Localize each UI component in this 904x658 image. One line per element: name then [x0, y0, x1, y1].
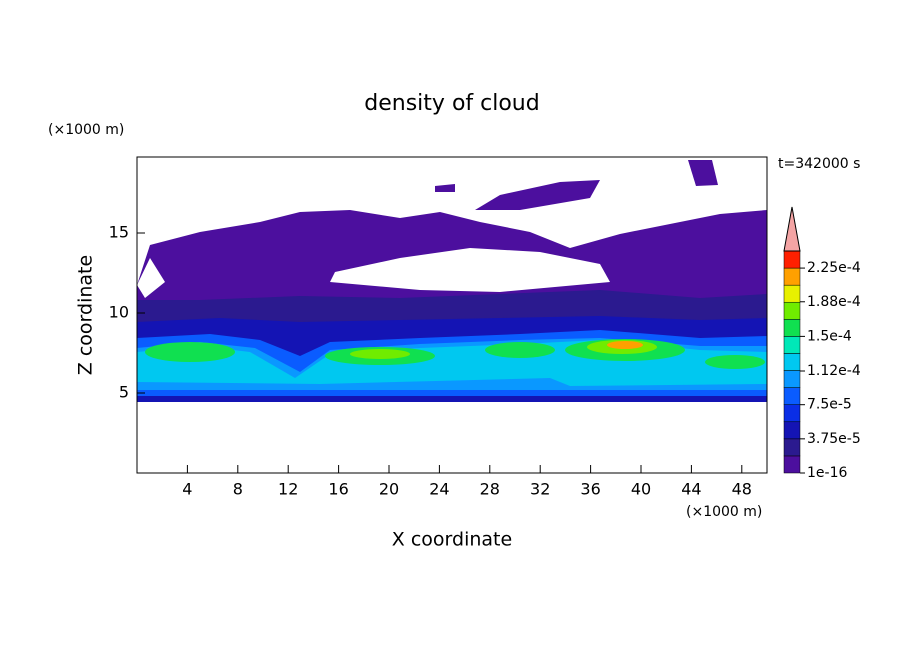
y-tick-label: 5	[119, 383, 129, 402]
x-tick-label: 16	[328, 480, 348, 499]
colorbar-band	[783, 438, 801, 457]
colorbar-band	[783, 319, 801, 337]
x-tick-label: 24	[429, 480, 449, 499]
colorbar-tick-label: 1e-16	[807, 465, 847, 481]
y-tick-label: 15	[109, 223, 129, 242]
x-axis-title: X coordinate	[392, 529, 512, 551]
x-tick-label: 20	[379, 480, 399, 499]
colorbar-band	[783, 250, 801, 269]
x-tick-label: 28	[480, 480, 500, 499]
x-tick-label: 48	[732, 480, 752, 499]
x-unit: (×1000 m)	[686, 504, 762, 520]
plot-frame	[136, 156, 768, 474]
y-tick-label: 10	[109, 303, 129, 322]
x-tick-label: 40	[631, 480, 651, 499]
x-tick-label: 12	[278, 480, 298, 499]
chart-title: density of cloud	[364, 91, 539, 116]
colorbar-tick-label: 7.5e-5	[807, 397, 852, 413]
colorbar-band	[783, 404, 801, 423]
colorbar-band	[783, 267, 801, 286]
x-tick-label: 32	[530, 480, 550, 499]
colorbar-tick-label: 2.25e-4	[807, 260, 861, 276]
colorbar-tick-label: 3.75e-5	[807, 431, 861, 447]
colorbar-band	[783, 455, 801, 474]
colorbar-band	[783, 336, 801, 354]
colorbar-tick-label: 1.12e-4	[807, 363, 861, 379]
x-tick-label: 4	[182, 480, 192, 499]
time-annotation: t=342000 s	[778, 156, 860, 172]
colorbar-band	[783, 284, 801, 303]
colorbar-tick-label: 1.88e-4	[807, 294, 861, 310]
colorbar-extend	[783, 206, 801, 252]
x-tick-label: 36	[580, 480, 600, 499]
contour-field	[137, 160, 767, 402]
colorbar-band	[783, 353, 801, 371]
colorbar-band	[783, 421, 801, 440]
x-tick-label: 44	[681, 480, 701, 499]
x-tick-label: 8	[233, 480, 243, 499]
y-axis-title: Z coordinate	[75, 255, 97, 375]
colorbar-tick-label: 1.5e-4	[807, 328, 852, 344]
colorbar-band	[783, 387, 801, 405]
colorbar-band	[783, 301, 801, 320]
y-unit: (×1000 m)	[48, 122, 124, 138]
colorbar-band	[783, 370, 801, 388]
